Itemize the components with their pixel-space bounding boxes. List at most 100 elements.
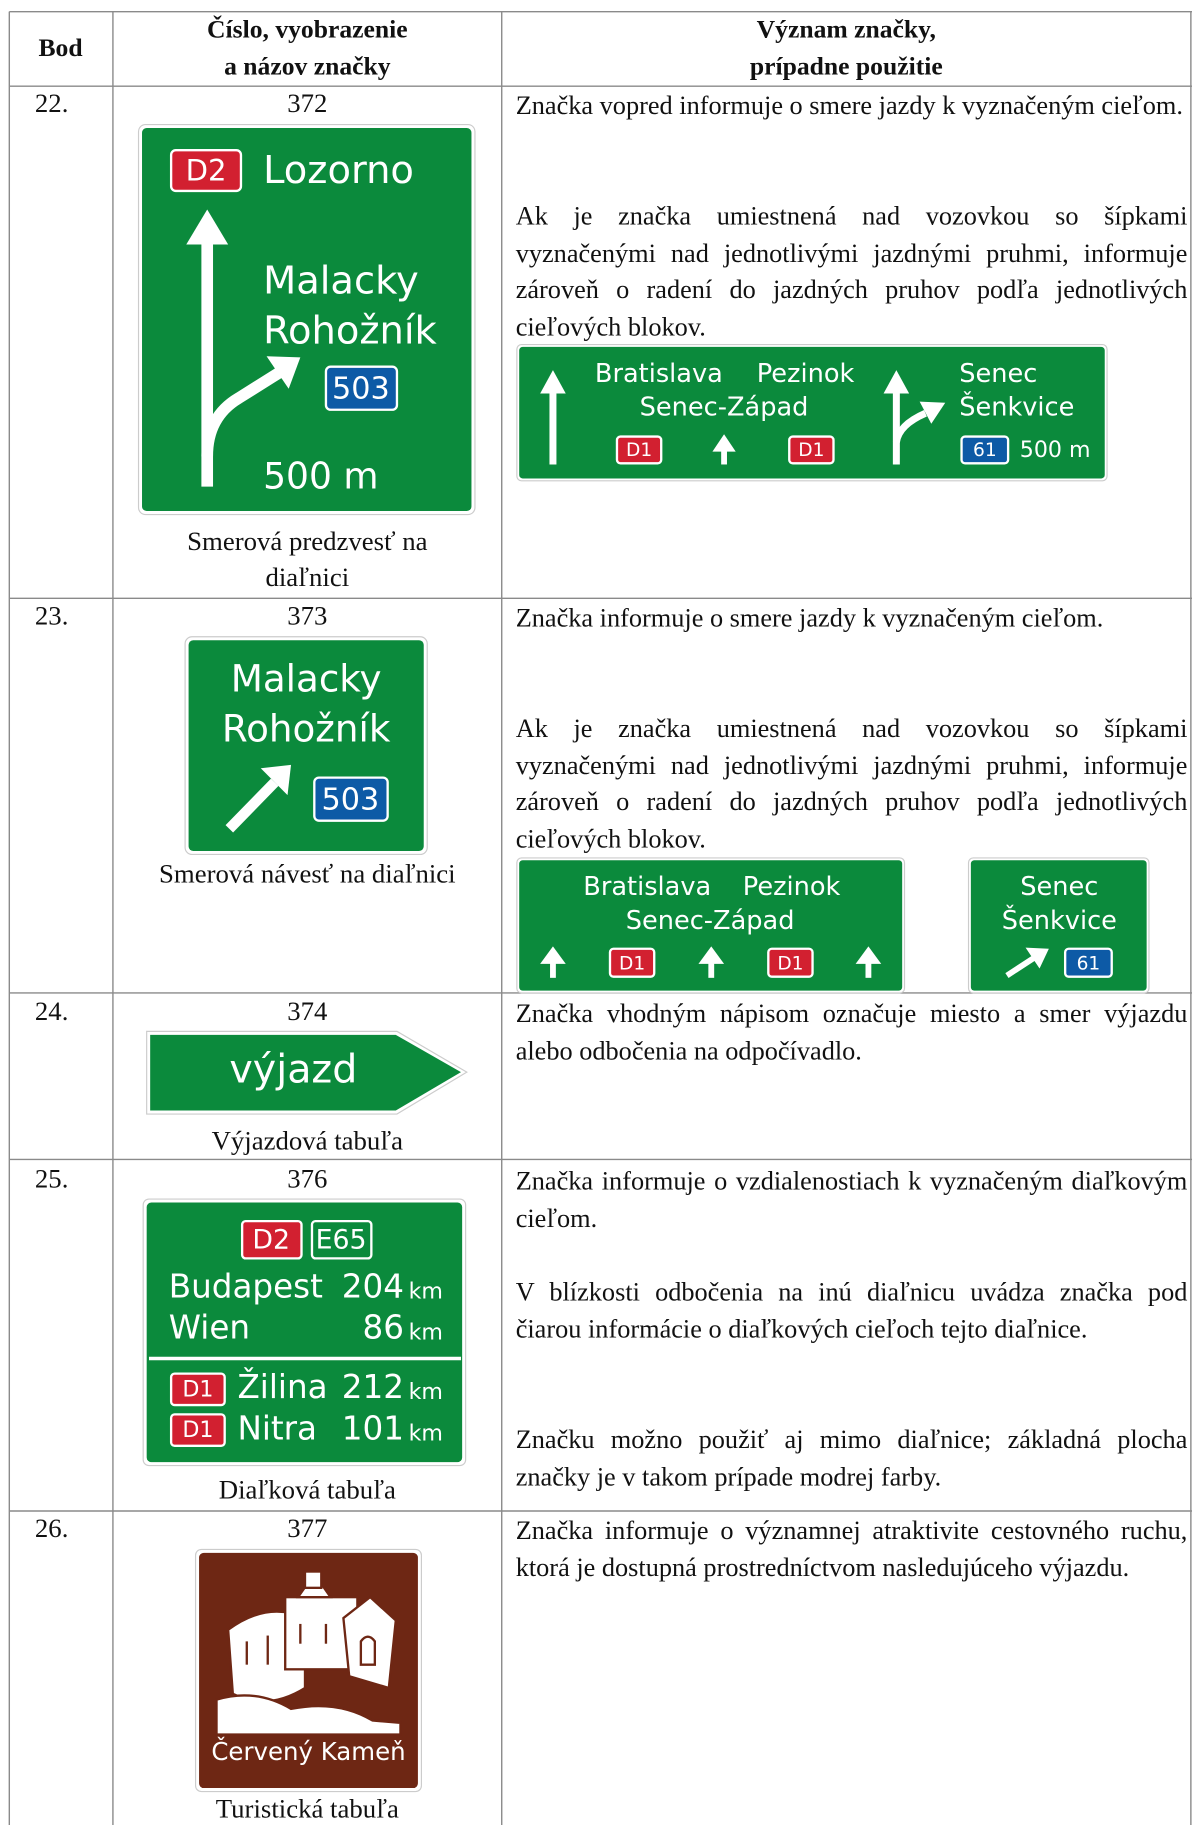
sign-name: Turistická tabuľa xyxy=(216,1793,399,1823)
sign-number: 377 xyxy=(287,1513,327,1543)
destination: Šenkvice xyxy=(959,392,1074,423)
arrow-head xyxy=(540,946,566,964)
castle-wing xyxy=(342,1595,398,1690)
sign-374: výjazd xyxy=(146,1030,468,1115)
destination: Lozorno xyxy=(263,148,414,193)
arrow xyxy=(1005,955,1036,978)
destination: Rohožník xyxy=(222,707,391,751)
unit: km xyxy=(409,1421,443,1447)
sign-name: Smerová návesť na diaľnici xyxy=(159,859,456,889)
sign-376: D2 E65 Budapest 204 km Wien 86 km D1 Žil… xyxy=(142,1198,467,1467)
arrow-head xyxy=(698,946,725,964)
sign-372: D2 Lozorno Malacky Rohožník 503 500 m xyxy=(137,123,476,516)
road-box xyxy=(169,1413,226,1447)
castle-rock xyxy=(215,1694,402,1736)
road-number: D1 xyxy=(626,440,652,461)
destination: Senec xyxy=(959,359,1037,389)
route-number: 503 xyxy=(332,371,390,406)
paragraph: Značka informuje o významnej atraktivite… xyxy=(515,1515,1188,1582)
paragraph: Značka informuje o smere jazdy k vyznače… xyxy=(515,603,1104,633)
arrow-head xyxy=(883,370,910,394)
header-sign: Číslo, vyobrazenie xyxy=(207,14,408,43)
destination: Malacky xyxy=(231,656,382,700)
bod: 23. xyxy=(35,600,68,630)
castle-tower xyxy=(303,1570,323,1589)
distance: 86 xyxy=(362,1308,403,1346)
arrow-head xyxy=(540,370,566,394)
destination: Senec-Západ xyxy=(626,906,795,936)
bod: 25. xyxy=(35,1164,68,1194)
road-number: D1 xyxy=(777,953,803,974)
distance: 500 m xyxy=(263,455,378,497)
destination: Pezinok xyxy=(757,359,855,389)
road-box xyxy=(310,1219,373,1260)
arrow xyxy=(225,778,279,833)
paragraph: V blízkosti odbočenia na inú diaľnicu uv… xyxy=(515,1277,1188,1343)
distance: 204 xyxy=(342,1268,404,1306)
sign-text: výjazd xyxy=(229,1047,357,1093)
arrow-head xyxy=(855,946,882,964)
paragraph: Ak je značka umiestnená nad vozovkou so … xyxy=(515,201,1188,341)
arrow-head xyxy=(919,401,946,424)
destination: Bratislava xyxy=(595,359,723,389)
example-sign: Bratislava Pezinok Senec-Západ D1 D1 Sen… xyxy=(516,343,1108,482)
arrow-head xyxy=(266,356,301,389)
road-number: D1 xyxy=(182,1417,213,1443)
castle-details xyxy=(359,1635,377,1666)
header-meaning: prípadne použitie xyxy=(750,52,943,81)
destination: Nitra xyxy=(237,1410,317,1448)
bod: 24. xyxy=(35,996,68,1026)
sign-373: Malacky Rohožník 503 xyxy=(184,636,428,856)
arrow-head xyxy=(260,764,292,796)
paragraph: Značku možno použiť aj mimo diaľnice; zá… xyxy=(515,1424,1188,1491)
example-sign: Senec Šenkvice 61 xyxy=(967,857,1150,994)
arrow-head xyxy=(186,209,229,245)
road-number: E65 xyxy=(316,1224,367,1255)
destination: Rohožník xyxy=(263,308,437,353)
sign-name: Diaľková tabuľa xyxy=(219,1475,396,1505)
destination: Senec-Západ xyxy=(640,393,809,423)
sign-name: Smerová predzvesť na xyxy=(187,526,427,556)
destination: Wien xyxy=(169,1308,250,1346)
route-box xyxy=(313,776,389,822)
road-number: D1 xyxy=(619,953,645,974)
header-bod: Bod xyxy=(38,33,82,62)
paragraph: Značka vhodným nápisom označuje miesto a… xyxy=(515,998,1188,1065)
arrow-head xyxy=(1025,947,1049,969)
distance: 500 m xyxy=(1020,437,1091,463)
bod: 22. xyxy=(35,88,68,118)
header-meaning: Význam značky, xyxy=(757,14,936,43)
sign-name: Výjazdová tabuľa xyxy=(212,1125,404,1155)
sign-377: Červený Kameň xyxy=(194,1548,422,1793)
destination: Budapest xyxy=(169,1268,323,1306)
distance: 101 xyxy=(342,1410,404,1448)
road-number: D2 xyxy=(186,153,227,187)
distance: 212 xyxy=(342,1368,404,1406)
destination: Bratislava xyxy=(583,872,711,902)
sign-number: 373 xyxy=(287,600,327,630)
paragraph: Ak je značka umiestnená nad vozovkou so … xyxy=(515,713,1188,853)
road-box xyxy=(608,947,656,978)
castle-details xyxy=(245,1623,377,1666)
arrow xyxy=(892,410,927,444)
road-box xyxy=(169,149,243,193)
route-number: 61 xyxy=(1077,953,1101,974)
road-box xyxy=(240,1219,303,1260)
unit: km xyxy=(409,1319,443,1345)
route-number: 503 xyxy=(322,782,380,817)
bod: 26. xyxy=(35,1513,68,1543)
arrow xyxy=(201,367,283,457)
destination: Žilina xyxy=(237,1368,327,1406)
paragraph: Značka informuje o vzdialenostiach k vyz… xyxy=(515,1166,1188,1233)
destination: Malacky xyxy=(263,258,419,303)
route-box xyxy=(960,435,1010,465)
header-sign: a názov značky xyxy=(224,52,391,81)
unit: km xyxy=(409,1379,443,1405)
sign-face xyxy=(150,1034,461,1111)
destination: Pezinok xyxy=(743,872,841,902)
example-sign: Bratislava Pezinok Senec-Západ D1 D1 xyxy=(516,857,906,994)
road-number: D1 xyxy=(182,1376,213,1402)
sign-text: Červený Kameň xyxy=(211,1736,405,1766)
